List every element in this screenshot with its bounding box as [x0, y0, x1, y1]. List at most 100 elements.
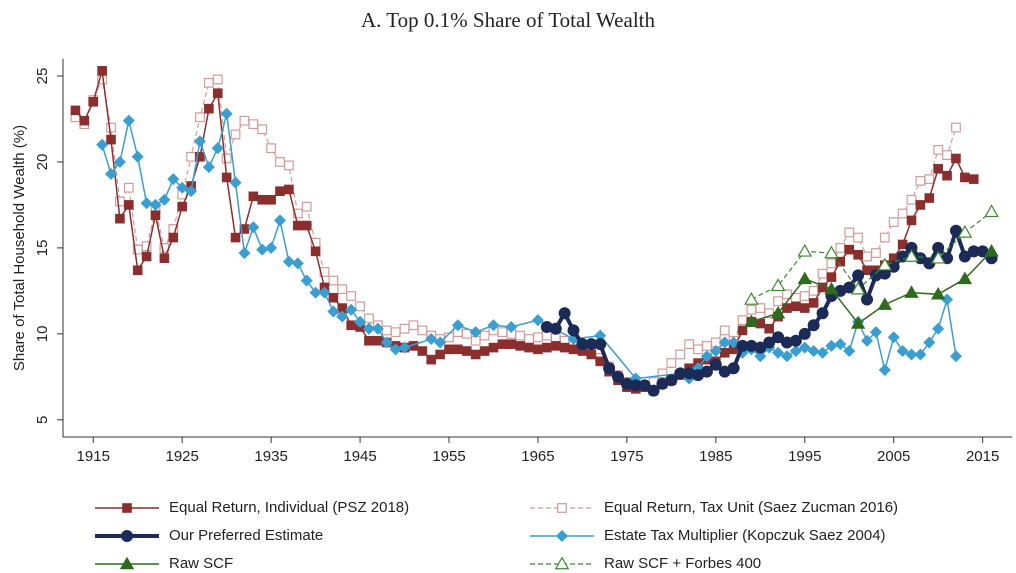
marker [131, 150, 144, 163]
marker [808, 285, 819, 296]
marker [256, 243, 269, 256]
marker [461, 346, 472, 356]
marker [149, 198, 162, 211]
marker [195, 151, 205, 162]
marker [364, 335, 374, 346]
series [744, 204, 999, 305]
marker [230, 232, 241, 243]
marker [887, 331, 900, 344]
marker [177, 201, 187, 212]
marker [230, 129, 241, 140]
marker [968, 174, 979, 184]
marker [754, 350, 767, 363]
marker [764, 323, 774, 334]
series [70, 74, 961, 391]
marker [915, 200, 926, 210]
marker [453, 344, 463, 355]
marker [257, 124, 268, 135]
y-tick-label: 15 [34, 240, 51, 257]
marker [444, 344, 454, 355]
marker [167, 173, 180, 186]
marker [754, 341, 767, 354]
marker [772, 346, 785, 359]
marker [586, 349, 597, 360]
marker [140, 197, 153, 210]
marker [559, 342, 570, 353]
legend-label: Raw SCF + Forbes 400 [604, 555, 761, 572]
marker [770, 305, 786, 319]
marker [835, 243, 846, 253]
marker [327, 305, 340, 318]
marker [301, 201, 312, 212]
marker [924, 174, 935, 185]
marker [888, 217, 899, 228]
marker [515, 330, 526, 341]
marker [906, 194, 917, 205]
marker [122, 503, 132, 513]
marker [924, 193, 935, 203]
marker [657, 368, 668, 379]
marker [284, 160, 294, 171]
marker [932, 322, 945, 335]
marker [772, 331, 785, 344]
x-tick-label: 1945 [343, 448, 376, 465]
marker [719, 347, 730, 358]
marker [488, 342, 499, 353]
marker [266, 194, 276, 205]
y-tick-label: 5 [34, 416, 51, 424]
marker [984, 244, 999, 257]
x-tick-label: 1935 [254, 448, 287, 465]
marker [221, 172, 232, 183]
marker [426, 354, 437, 365]
marker [158, 193, 171, 206]
marker [119, 556, 135, 570]
marker [826, 258, 837, 269]
marker [417, 325, 428, 336]
marker [220, 107, 233, 120]
marker [780, 350, 793, 363]
marker [345, 303, 358, 316]
marker [693, 344, 703, 355]
marker [933, 164, 943, 174]
marker [727, 336, 740, 349]
marker [744, 291, 759, 305]
marker [497, 339, 508, 349]
marker [150, 210, 161, 221]
marker [124, 200, 134, 210]
x-tick-label: 1915 [77, 448, 110, 465]
marker [862, 251, 872, 262]
marker [176, 181, 189, 194]
marker [141, 241, 152, 252]
x-tick-label: 1925 [165, 448, 198, 465]
marker [186, 151, 196, 162]
marker [789, 334, 802, 347]
marker [709, 358, 722, 371]
marker [371, 322, 384, 335]
marker [737, 325, 748, 336]
marker [328, 292, 339, 303]
y-tick-label: 25 [34, 68, 51, 85]
marker [826, 272, 837, 282]
marker [301, 220, 312, 231]
marker [862, 265, 872, 276]
marker [461, 328, 472, 339]
marker [115, 213, 125, 224]
marker [318, 286, 331, 299]
marker [807, 319, 820, 332]
marker [204, 103, 214, 114]
marker [816, 307, 829, 320]
marker [949, 350, 962, 363]
marker [816, 346, 829, 359]
marker [524, 334, 534, 344]
legend-label: Estate Tax Multiplier (Kopczuk Saez 2004… [604, 527, 886, 544]
marker [121, 530, 133, 542]
legend-label: Equal Return, Individual (PSZ 2018) [169, 499, 409, 516]
marker [248, 119, 259, 130]
marker [567, 324, 580, 337]
marker [524, 342, 534, 353]
marker [97, 66, 107, 76]
marker [505, 320, 518, 333]
marker [193, 135, 206, 148]
marker [799, 303, 810, 313]
marker [284, 184, 294, 195]
